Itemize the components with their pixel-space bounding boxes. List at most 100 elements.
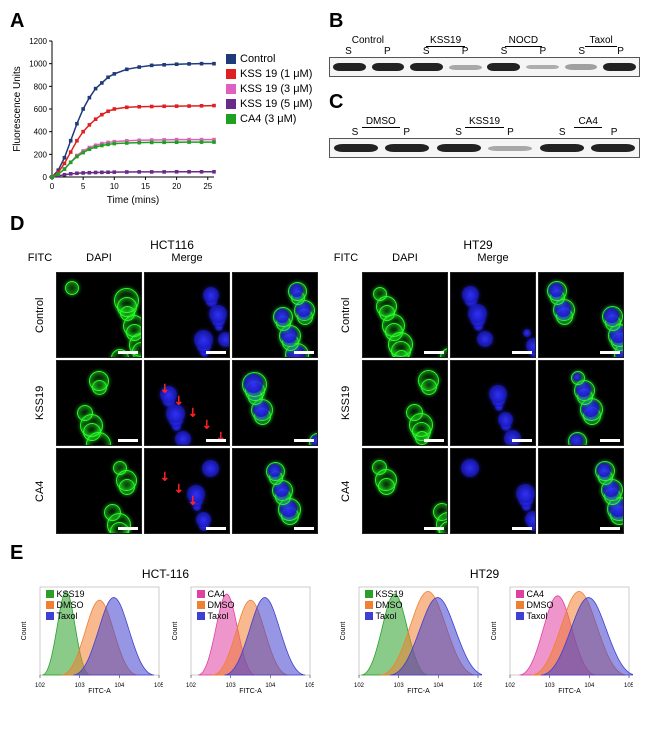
panel-c: C DMSOKSS19CA4SPSPSP — [329, 91, 640, 158]
micro-image — [232, 448, 318, 534]
scalebar — [424, 527, 444, 530]
svg-text:102: 102 — [353, 683, 364, 689]
micro-image — [450, 360, 536, 446]
flow-group-HCT-116: HCT-116102103104105FITC-ACountKSS19DMSOT… — [18, 567, 314, 693]
panel-bc-col: B ControlKSS19NOCDTaxolSPSPSPSP C DMSOKS… — [329, 10, 640, 205]
flow-plot: 102103104105FITC-ACountKSS19DMSOTaxol — [337, 583, 482, 693]
svg-text:200: 200 — [34, 150, 48, 159]
scalebar — [600, 527, 620, 530]
scalebar — [118, 351, 138, 354]
svg-text:Count: Count — [340, 622, 347, 641]
svg-text:0: 0 — [50, 182, 55, 191]
legend-item: KSS 19 (5 μM) — [226, 98, 312, 110]
micro-col-head: DAPI — [362, 252, 448, 270]
scalebar — [206, 439, 226, 442]
blot-lane-label: S — [536, 127, 588, 138]
scalebar — [512, 527, 532, 530]
blot-lane-label: P — [484, 127, 536, 138]
figure: A 0200400600800100012000510152025Time (m… — [10, 10, 640, 693]
flow-legend-label: CA4 — [208, 589, 226, 599]
svg-text:105: 105 — [153, 683, 162, 689]
flow-legend-label: KSS19 — [57, 589, 85, 599]
micro-row-label: CA4 — [332, 448, 360, 534]
legend-label: KSS 19 (5 μM) — [240, 98, 312, 110]
svg-text:400: 400 — [34, 128, 48, 137]
cell-line-title: HT29 — [332, 238, 624, 252]
micro-image — [362, 448, 448, 534]
legend-item: CA4 (3 μM) — [226, 113, 312, 125]
legend-label: KSS 19 (1 μM) — [240, 68, 312, 80]
flow-title: HT29 — [337, 567, 633, 581]
scalebar — [600, 439, 620, 442]
blot-lane-label: S — [433, 127, 485, 138]
micro-image — [56, 448, 142, 534]
scalebar — [294, 351, 314, 354]
scalebar — [294, 439, 314, 442]
micro-col-head: Merge — [144, 252, 230, 270]
flow-legend-label: DMSO — [376, 600, 403, 610]
svg-text:104: 104 — [265, 683, 276, 689]
flow-legend: KSS19DMSOTaxol — [365, 589, 404, 622]
svg-text:FITC-A: FITC-A — [88, 688, 111, 693]
micro-grid-HT29: HT29FITCDAPIMergeControlKSS19CA4 — [332, 238, 624, 534]
svg-text:105: 105 — [472, 683, 481, 689]
arrow-icon: ↘ — [199, 415, 216, 432]
panel-e-label: E — [10, 542, 640, 565]
svg-text:103: 103 — [393, 683, 404, 689]
legend-item: KSS 19 (1 μM) — [226, 68, 312, 80]
micro-row-label: CA4 — [26, 448, 54, 534]
svg-text:104: 104 — [114, 683, 125, 689]
micro-image — [56, 272, 142, 358]
blot-lane-label: P — [588, 127, 640, 138]
blot-lane-label: S — [329, 127, 381, 138]
flow-legend: KSS19DMSOTaxol — [46, 589, 85, 622]
flow-plot: 102103104105FITC-ACountCA4DMSOTaxol — [488, 583, 633, 693]
svg-text:103: 103 — [74, 683, 85, 689]
blot-group: Control — [352, 35, 384, 46]
scalebar — [294, 527, 314, 530]
svg-text:105: 105 — [304, 683, 313, 689]
legend-item: Control — [226, 53, 312, 65]
scalebar — [424, 439, 444, 442]
micro-image — [538, 272, 624, 358]
micro-grid-HCT116: HCT116FITCDAPIMergeControlKSS19↘↘↘↘↘CA4↘… — [26, 238, 318, 534]
micro-image — [538, 360, 624, 446]
svg-text:Time (mins): Time (mins) — [107, 195, 159, 205]
svg-text:5: 5 — [81, 182, 86, 191]
svg-text:10: 10 — [110, 182, 119, 191]
micro-image — [56, 360, 142, 446]
panel-d-label: D — [10, 213, 640, 236]
cell-line-title: HCT116 — [26, 238, 318, 252]
micro-row-label: KSS19 — [26, 360, 54, 446]
flow-legend-label: DMSO — [208, 600, 235, 610]
svg-text:25: 25 — [203, 182, 212, 191]
panel-a: A 0200400600800100012000510152025Time (m… — [10, 10, 321, 205]
scalebar — [424, 351, 444, 354]
svg-text:103: 103 — [544, 683, 555, 689]
flow-legend-label: DMSO — [527, 600, 554, 610]
flow-legend-label: Taxol — [376, 611, 397, 621]
svg-text:15: 15 — [141, 182, 150, 191]
svg-text:103: 103 — [225, 683, 236, 689]
micro-row-label: KSS19 — [332, 360, 360, 446]
micro-col-head: FITC — [332, 252, 360, 270]
flow-legend: CA4DMSOTaxol — [197, 589, 235, 622]
scalebar — [600, 351, 620, 354]
svg-text:1200: 1200 — [29, 37, 47, 46]
flow-plot: 102103104105FITC-ACountCA4DMSOTaxol — [169, 583, 314, 693]
flow-legend-label: DMSO — [57, 600, 84, 610]
flow-legend: CA4DMSOTaxol — [516, 589, 554, 622]
blot-lane-label: S — [485, 46, 524, 57]
svg-text:102: 102 — [504, 683, 515, 689]
flow-legend-label: Taxol — [208, 611, 229, 621]
chart-a-plot: 0200400600800100012000510152025Time (min… — [10, 35, 220, 205]
scalebar — [206, 351, 226, 354]
arrow-icon: ↘ — [171, 479, 188, 496]
svg-text:102: 102 — [185, 683, 196, 689]
panel-a-label: A — [10, 10, 321, 33]
flow-legend-label: CA4 — [527, 589, 545, 599]
micro-image — [450, 448, 536, 534]
micro-image — [362, 360, 448, 446]
micro-image — [538, 448, 624, 534]
panel-e: E HCT-116102103104105FITC-ACountKSS19DMS… — [10, 542, 640, 693]
